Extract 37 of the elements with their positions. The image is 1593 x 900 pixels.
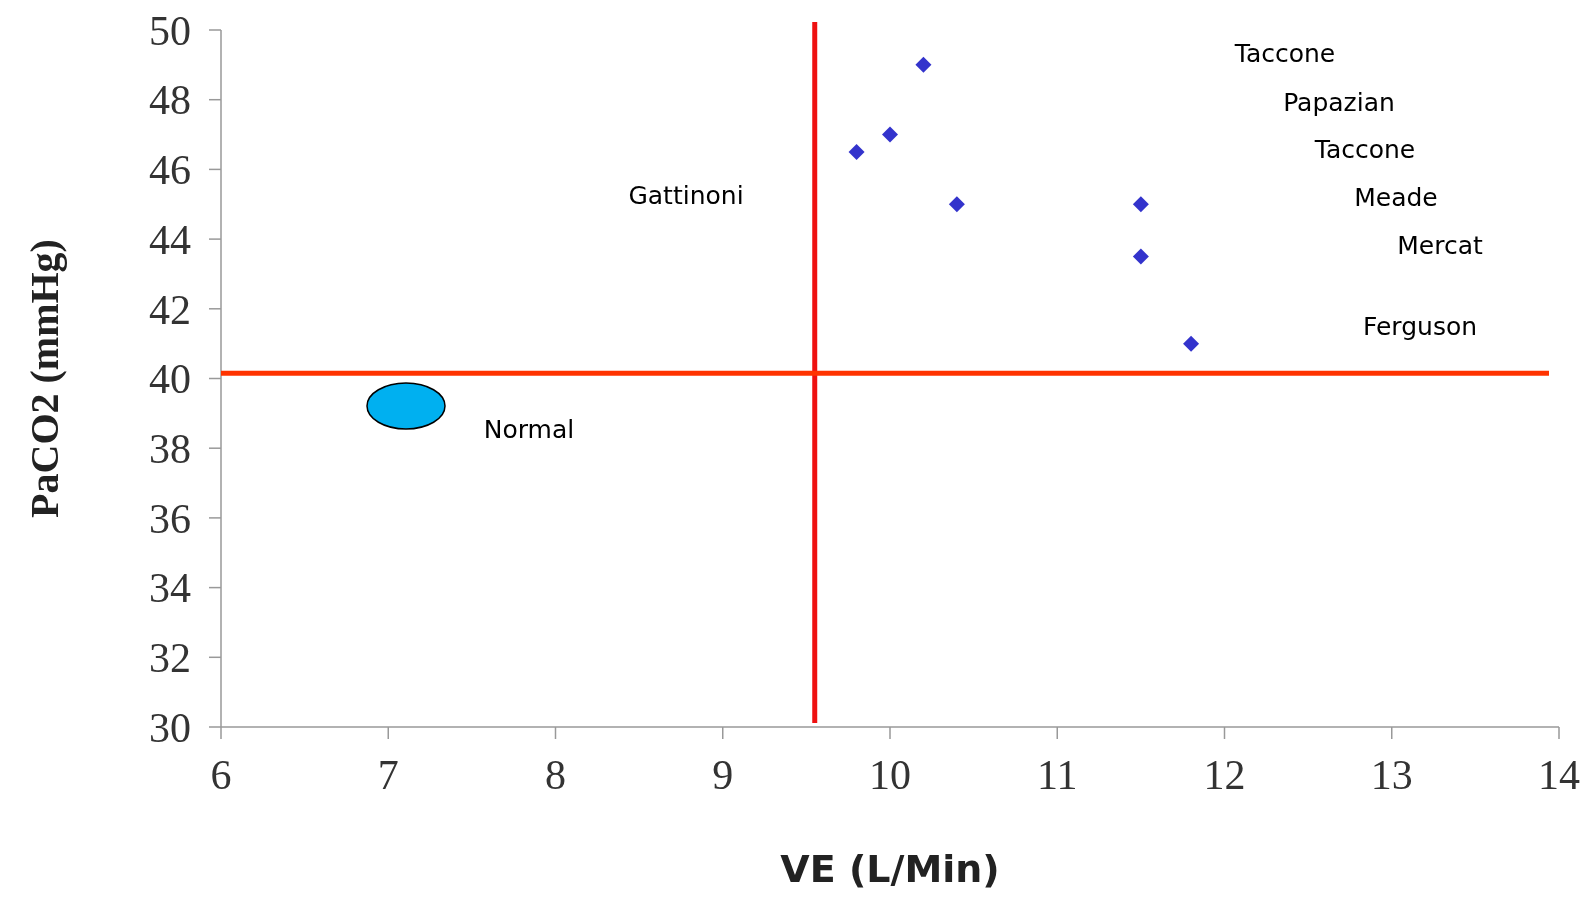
- annotation: Papazian: [1283, 87, 1395, 117]
- x-tick-label: 12: [1203, 752, 1246, 798]
- y-axis-title: PaCO2 (mmHg): [22, 239, 67, 518]
- x-axis-title: VE (L/Min): [780, 847, 1000, 891]
- x-tick-label: 14: [1538, 752, 1580, 798]
- y-tick-label: 44: [149, 216, 191, 263]
- annotation: Taccone: [1233, 38, 1336, 68]
- annotation: Gattinoni: [628, 180, 744, 210]
- x-tick-label: 9: [712, 752, 734, 798]
- y-tick-label: 48: [149, 77, 191, 124]
- point: [1132, 248, 1149, 265]
- x-tick-label: 10: [869, 752, 911, 798]
- annotation: Meade: [1354, 182, 1438, 212]
- point: [848, 143, 865, 160]
- point: [915, 56, 932, 73]
- point: [1132, 196, 1149, 213]
- x-tick-label: 7: [377, 752, 399, 798]
- y-tick-label: 34: [149, 565, 191, 612]
- y-tick-label: 36: [149, 495, 191, 542]
- y-tick-label: 32: [149, 635, 191, 681]
- x-tick-label: 11: [1037, 752, 1078, 798]
- y-tick-label: 42: [149, 286, 191, 333]
- annotation: Mercat: [1397, 230, 1483, 260]
- x-tick-label: 13: [1370, 752, 1413, 798]
- x-tick-label: 6: [210, 752, 232, 798]
- x-tick-label: 8: [545, 752, 566, 798]
- annotation: Ferguson: [1362, 311, 1478, 341]
- point: [948, 196, 965, 213]
- y-tick-label: 38: [149, 425, 191, 472]
- annotation: Normal: [483, 414, 575, 444]
- y-tick-label: 40: [149, 356, 191, 403]
- annotation: Taccone: [1313, 134, 1416, 164]
- point: [882, 126, 898, 143]
- y-tick-label: 30: [149, 704, 191, 751]
- y-tick-label: 50: [149, 7, 191, 54]
- y-tick-label: 46: [149, 147, 191, 194]
- point: [1183, 335, 1200, 352]
